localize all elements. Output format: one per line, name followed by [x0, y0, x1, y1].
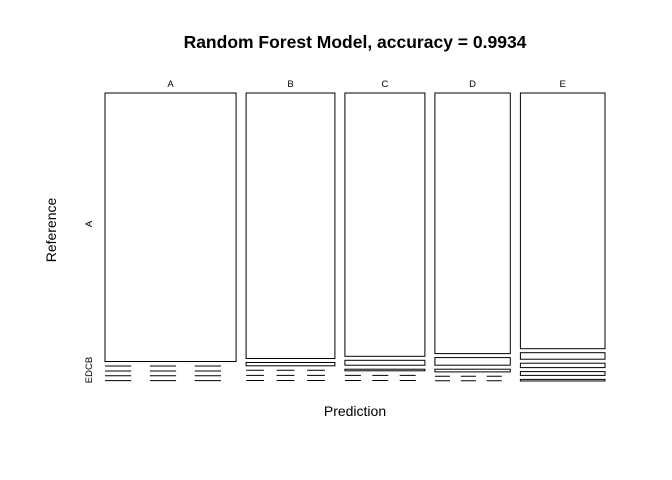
- y-axis-label: Reference: [43, 197, 59, 262]
- y-tick-label-a: A: [84, 220, 95, 227]
- cell-pred-e-ref-e: [519, 378, 606, 382]
- x-tick-label-b: B: [287, 79, 293, 90]
- cell-pred-c-ref-c: [344, 368, 426, 372]
- cell-pred-d-ref-c: [434, 368, 511, 373]
- chart-title: Random Forest Model, accuracy = 0.9934: [184, 32, 527, 52]
- cell-pred-b-ref-b: [245, 362, 336, 367]
- cell-pred-c-ref-b: [344, 359, 426, 366]
- mosaic-cells: [104, 92, 606, 382]
- x-axis-label: Prediction: [324, 403, 386, 419]
- cell-pred-c-ref-a: [344, 92, 426, 357]
- x-tick-label-a: A: [167, 79, 174, 90]
- x-tick-label-e: E: [560, 79, 566, 90]
- y-tick-label-edcb: EDCB: [84, 357, 95, 383]
- cell-pred-b-ref-a: [245, 92, 336, 359]
- cell-pred-e-ref-d: [519, 371, 606, 376]
- cell-pred-d-ref-a: [434, 92, 511, 355]
- cell-pred-e-ref-c: [519, 362, 606, 369]
- cell-pred-a-ref-a: [104, 92, 237, 362]
- x-tick-label-c: C: [381, 79, 388, 90]
- cell-pred-e-ref-b: [519, 352, 606, 360]
- cell-pred-d-ref-b: [434, 357, 511, 366]
- x-tick-label-d: D: [469, 79, 476, 90]
- cell-pred-e-ref-a: [519, 92, 606, 350]
- x-tick-labels: A B C D E: [167, 79, 565, 90]
